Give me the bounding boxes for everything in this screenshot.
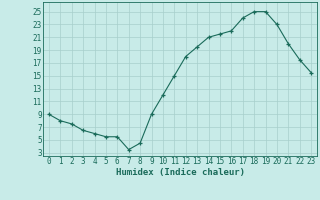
X-axis label: Humidex (Indice chaleur): Humidex (Indice chaleur) [116, 168, 244, 177]
